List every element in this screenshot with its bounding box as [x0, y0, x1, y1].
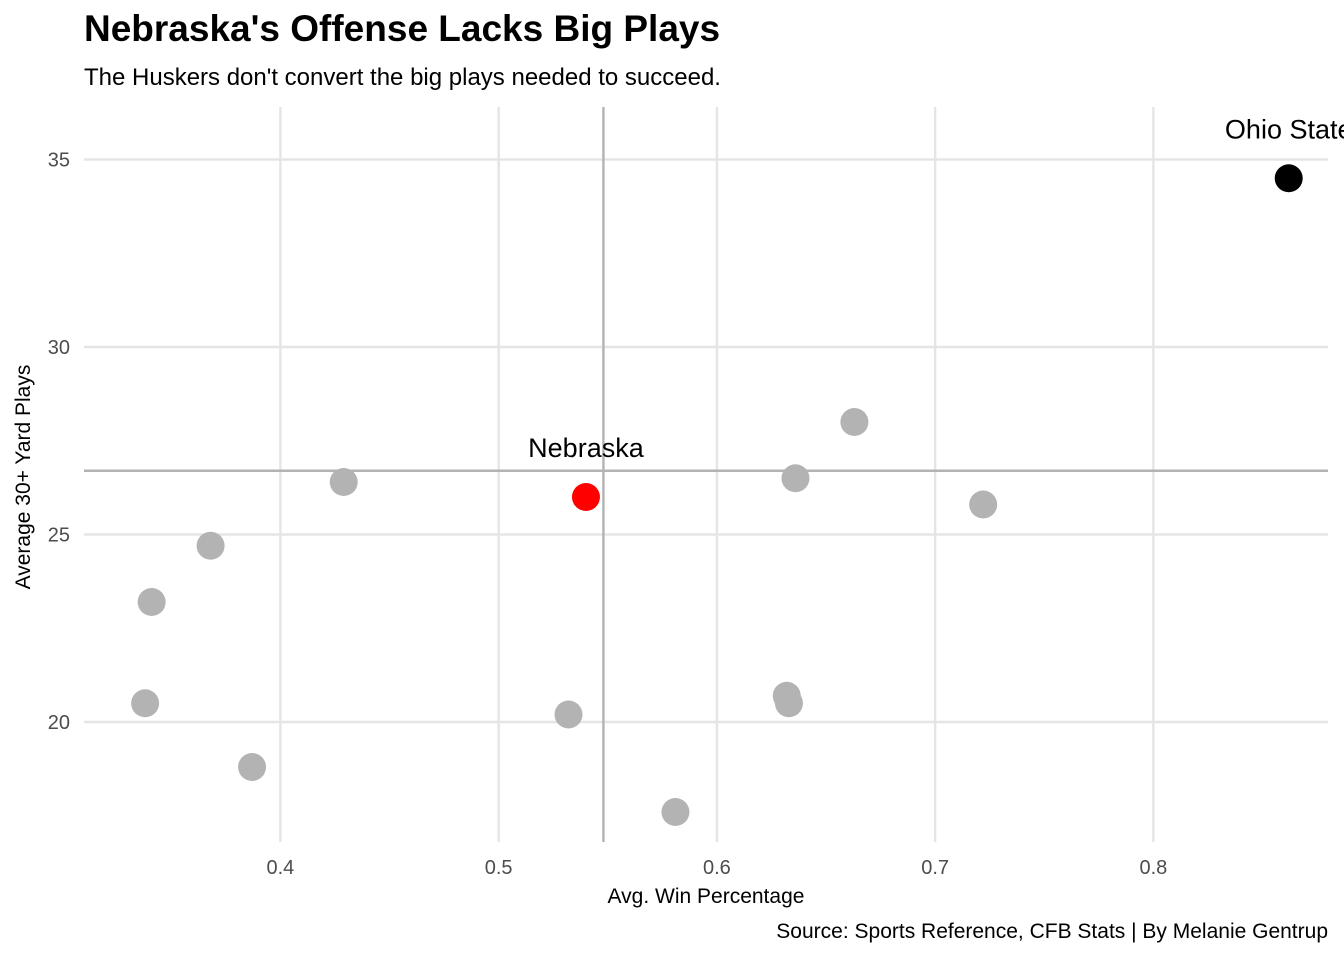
data-point	[238, 753, 267, 781]
data-point	[774, 689, 803, 718]
point-labels: Ohio State Nebraska	[528, 114, 1344, 463]
x-axis-title: Avg. Win Percentage	[608, 885, 805, 908]
x-tick-label: 0.4	[267, 857, 295, 879]
data-point	[661, 798, 690, 826]
y-tick-label: 20	[48, 712, 70, 734]
chart-title: Nebraska's Offense Lacks Big Plays	[84, 8, 721, 49]
data-point	[137, 588, 166, 616]
y-tick-label: 25	[48, 525, 70, 547]
data-point	[131, 689, 160, 718]
y-tick-label: 30	[48, 337, 70, 359]
reference-lines	[84, 107, 1328, 842]
chart-subtitle: The Huskers don't convert the big plays …	[84, 64, 721, 91]
y-axis-title: Average 30+ Yard Plays	[12, 365, 35, 590]
data-point	[554, 700, 583, 729]
x-tick-label: 0.7	[921, 857, 949, 879]
tick-labels: 0.4 0.5 0.6 0.7 0.8 20 25 30 35	[48, 150, 1168, 880]
grid-layer	[84, 107, 1328, 842]
x-tick-label: 0.8	[1139, 857, 1167, 879]
data-points	[131, 164, 1303, 826]
data-point	[196, 531, 225, 560]
point-ohio-state	[1274, 164, 1303, 193]
data-point	[781, 464, 810, 493]
data-point	[329, 468, 358, 496]
data-point	[969, 490, 998, 519]
y-tick-label: 35	[48, 150, 70, 172]
data-point	[840, 408, 869, 436]
chart-caption: Source: Sports Reference, CFB Stats | By…	[776, 920, 1328, 943]
point-label: Nebraska	[528, 433, 645, 463]
point-label: Ohio State	[1225, 114, 1344, 144]
x-tick-label: 0.6	[703, 857, 731, 879]
x-tick-label: 0.5	[485, 857, 513, 879]
point-nebraska	[571, 483, 600, 511]
